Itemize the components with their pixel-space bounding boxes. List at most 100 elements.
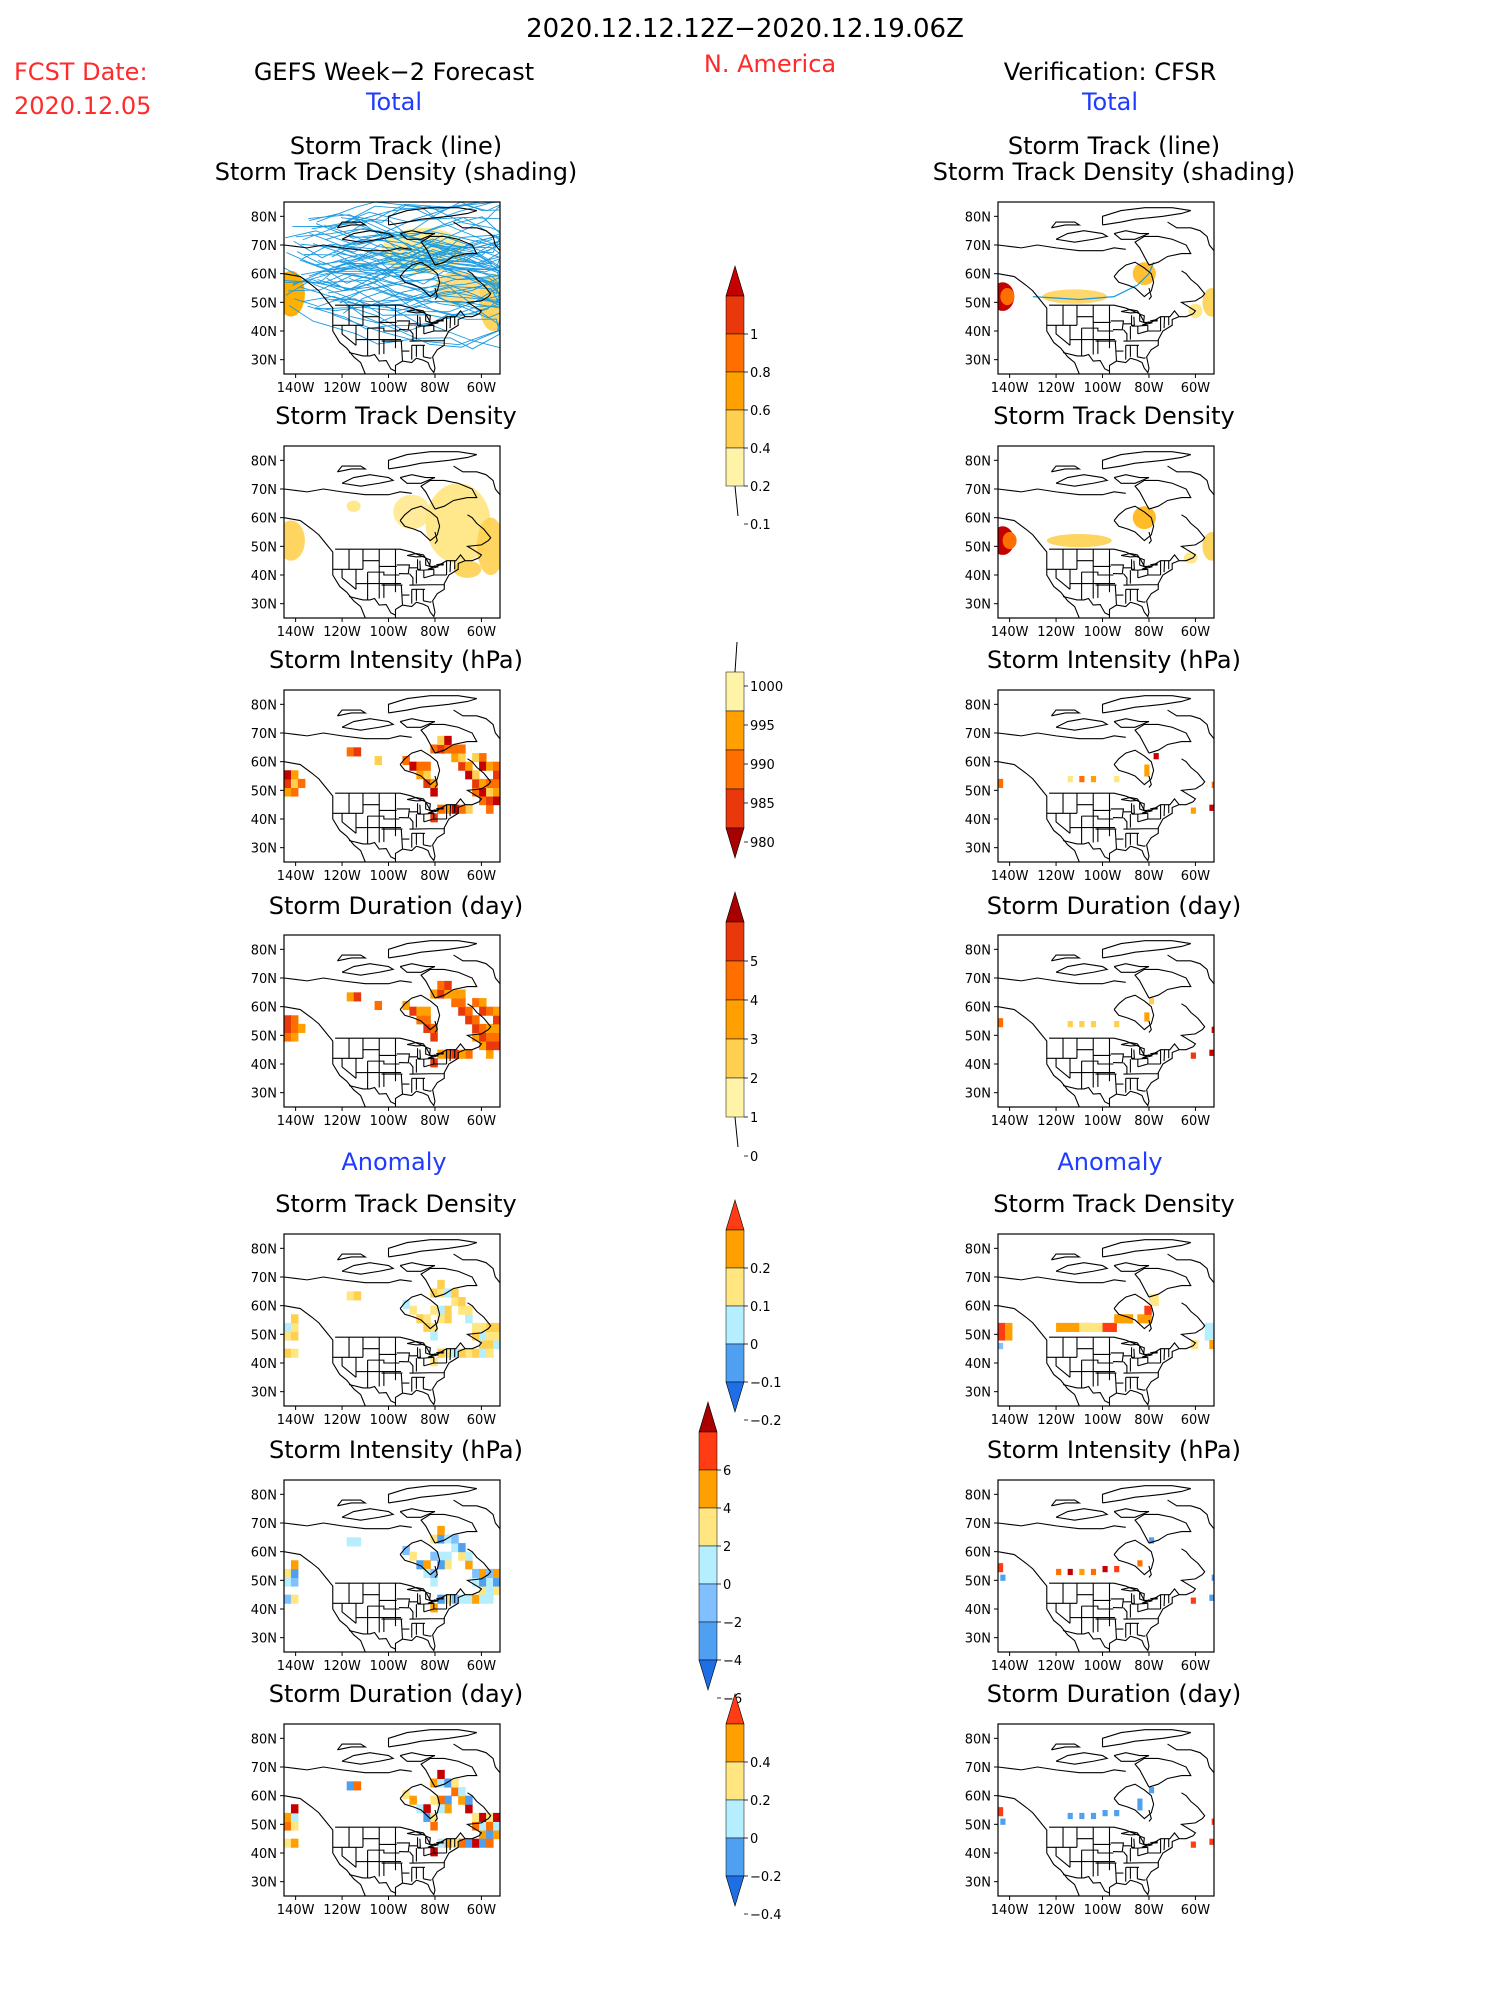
density-anom-title-left: Storm Track Density bbox=[275, 1190, 517, 1218]
lat-tick-label: 60N bbox=[251, 1300, 277, 1315]
lat-tick-label: 70N bbox=[251, 483, 277, 498]
lon-tick-label: 140W bbox=[277, 1114, 315, 1129]
lon-tick-label: 120W bbox=[1037, 1903, 1075, 1918]
lat-tick-label: 40N bbox=[251, 1847, 277, 1862]
lon-tick-label: 60W bbox=[1181, 1114, 1211, 1129]
lat-tick-label: 50N bbox=[965, 1574, 991, 1589]
lon-tick-label: 140W bbox=[277, 1413, 315, 1428]
lon-tick-label: 140W bbox=[277, 869, 315, 884]
colorbar-tick-label: 0.1 bbox=[750, 1300, 771, 1315]
lat-tick-label: 30N bbox=[251, 842, 277, 857]
colorbar-tick-label: 4 bbox=[723, 1502, 731, 1517]
colorbar-tick-label: 0.8 bbox=[750, 366, 771, 381]
colorbar-tick-label: 0.4 bbox=[750, 1756, 771, 1771]
lat-tick-label: 40N bbox=[965, 813, 991, 828]
lon-tick-label: 120W bbox=[323, 1903, 361, 1918]
density-anom-title-right: Storm Track Density bbox=[993, 1190, 1235, 1218]
colorbar-tick-label: 2 bbox=[723, 1540, 731, 1555]
lat-tick-label: 70N bbox=[965, 972, 991, 987]
lon-tick-label: 120W bbox=[323, 1114, 361, 1129]
lat-tick-label: 40N bbox=[251, 1603, 277, 1618]
lon-tick-label: 120W bbox=[323, 869, 361, 884]
lat-tick-label: 60N bbox=[965, 1546, 991, 1561]
lat-tick-label: 50N bbox=[251, 540, 277, 555]
lat-tick-label: 60N bbox=[965, 512, 991, 527]
lat-tick-label: 40N bbox=[251, 569, 277, 584]
lon-tick-label: 80W bbox=[420, 1413, 450, 1428]
lat-tick-label: 40N bbox=[965, 1603, 991, 1618]
lon-tick-label: 60W bbox=[467, 1114, 497, 1129]
lat-tick-label: 60N bbox=[251, 1001, 277, 1016]
duration-anom-title-right: Storm Duration (day) bbox=[986, 1680, 1242, 1708]
lon-tick-label: 140W bbox=[991, 1114, 1029, 1129]
lat-tick-label: 80N bbox=[251, 1242, 277, 1257]
colorbar-tick-label: 0.2 bbox=[750, 1262, 771, 1277]
lat-tick-label: 50N bbox=[965, 1818, 991, 1833]
lat-tick-label: 50N bbox=[965, 296, 991, 311]
lon-tick-label: 60W bbox=[1181, 1413, 1211, 1428]
lat-tick-label: 40N bbox=[965, 1058, 991, 1073]
lon-tick-label: 120W bbox=[1037, 381, 1075, 396]
colorbar-tick-label: −0.2 bbox=[750, 1870, 782, 1885]
lon-tick-label: 120W bbox=[323, 1659, 361, 1674]
duration-title-right: Storm Duration (day) bbox=[986, 892, 1242, 920]
fcst-date: 2020.12.05 bbox=[14, 92, 152, 120]
lon-tick-label: 80W bbox=[1134, 625, 1164, 640]
lon-tick-label: 100W bbox=[370, 1903, 408, 1918]
lon-tick-label: 120W bbox=[323, 625, 361, 640]
lat-tick-label: 50N bbox=[251, 296, 277, 311]
lat-tick-label: 80N bbox=[965, 943, 991, 958]
lon-tick-label: 80W bbox=[1134, 1413, 1164, 1428]
lat-tick-label: 80N bbox=[965, 1732, 991, 1747]
lon-tick-label: 140W bbox=[991, 1413, 1029, 1428]
colorbar-tick-label: 2 bbox=[750, 1072, 758, 1087]
lon-tick-label: 140W bbox=[991, 381, 1029, 396]
lat-tick-label: 70N bbox=[251, 1271, 277, 1286]
lat-tick-label: 30N bbox=[965, 1386, 991, 1401]
lat-tick-label: 50N bbox=[251, 1029, 277, 1044]
lon-tick-label: 120W bbox=[1037, 869, 1075, 884]
track-title-2-left: Storm Track Density (shading) bbox=[214, 158, 578, 186]
lat-tick-label: 70N bbox=[965, 483, 991, 498]
colorbar-tick-label: 5 bbox=[750, 955, 758, 970]
lat-tick-label: 50N bbox=[251, 1574, 277, 1589]
lon-tick-label: 140W bbox=[991, 869, 1029, 884]
total-label-left: Total bbox=[365, 88, 423, 116]
lon-tick-label: 120W bbox=[323, 1413, 361, 1428]
colorbar-intensity-total: 1000 995 990 985 980 bbox=[725, 641, 783, 860]
lon-tick-label: 140W bbox=[277, 1659, 315, 1674]
lat-tick-label: 50N bbox=[965, 1328, 991, 1343]
colorbar-tick-label: 4 bbox=[750, 994, 758, 1009]
lat-tick-label: 40N bbox=[251, 813, 277, 828]
anomaly-label-right: Anomaly bbox=[1057, 1148, 1163, 1176]
lat-tick-label: 30N bbox=[965, 598, 991, 613]
lon-tick-label: 100W bbox=[1084, 1903, 1122, 1918]
lat-tick-label: 30N bbox=[965, 1876, 991, 1891]
lat-tick-label: 30N bbox=[251, 1632, 277, 1647]
lat-tick-label: 60N bbox=[251, 756, 277, 771]
lon-tick-label: 100W bbox=[1084, 1413, 1122, 1428]
lon-tick-label: 80W bbox=[1134, 1114, 1164, 1129]
colorbar-tick-label: 0.2 bbox=[750, 480, 771, 495]
track-title-1-right: Storm Track (line) bbox=[1007, 132, 1221, 160]
lat-tick-label: 80N bbox=[251, 210, 277, 225]
lat-tick-label: 40N bbox=[251, 1058, 277, 1073]
lon-tick-label: 140W bbox=[991, 625, 1029, 640]
lon-tick-label: 100W bbox=[370, 1413, 408, 1428]
lon-tick-label: 120W bbox=[1037, 1114, 1075, 1129]
lat-tick-label: 30N bbox=[965, 1632, 991, 1647]
lon-tick-label: 80W bbox=[1134, 869, 1164, 884]
colorbar-density-anom: 0.2 0.1 0 −0.1 −0.2 bbox=[725, 1198, 782, 1429]
lon-tick-label: 80W bbox=[420, 869, 450, 884]
lat-tick-label: 40N bbox=[251, 1357, 277, 1372]
lon-tick-label: 140W bbox=[991, 1903, 1029, 1918]
